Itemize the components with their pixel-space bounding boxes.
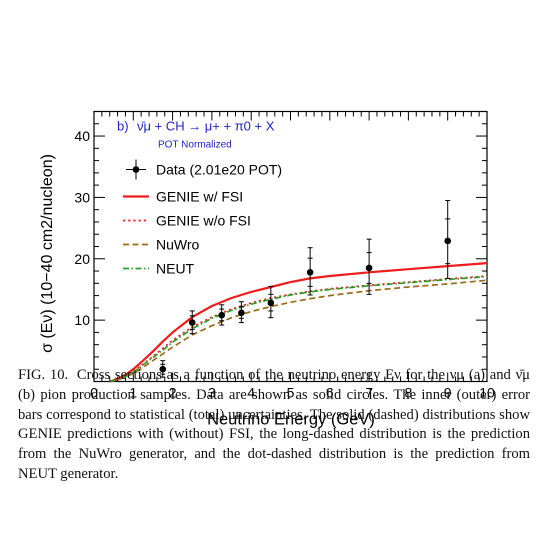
data-point xyxy=(306,268,314,276)
legend: Data (2.01e20 POT) GENIE w/ FSI GENIE w/o … xyxy=(123,159,282,277)
data-point xyxy=(444,237,452,245)
series-line-neut xyxy=(109,275,488,383)
legend-label: Data (2.01e20 POT) xyxy=(156,162,282,178)
figure-caption-label: FIG. 10. xyxy=(18,367,69,383)
x-tick-label: 9 xyxy=(444,385,452,401)
x-tick-label: 2 xyxy=(169,385,177,401)
data-point xyxy=(267,299,275,307)
data-point xyxy=(188,319,196,326)
data-point xyxy=(365,264,373,272)
legend-label: NuWro xyxy=(156,237,200,253)
data-point xyxy=(218,311,226,319)
x-tick-label: 7 xyxy=(365,385,373,401)
figure-caption: FIG. 10. Cross sections as a function of… xyxy=(18,366,530,485)
x-tick-label: 5 xyxy=(287,385,295,401)
panel-label: b) xyxy=(117,119,129,134)
legend-label: NEUT xyxy=(156,261,195,277)
y-tick-label: 30 xyxy=(74,189,90,205)
y-tick-label: 40 xyxy=(74,128,90,144)
x-tick-label: 0 xyxy=(90,385,98,401)
x-axis-label: Neutrino Energy (GeV) xyxy=(207,411,375,429)
y-tick-label: 10 xyxy=(74,312,90,328)
x-tick-label: 6 xyxy=(326,385,334,401)
legend-label: GENIE w/o FSI xyxy=(156,213,251,229)
data-point xyxy=(238,309,245,317)
data-point xyxy=(159,365,167,373)
x-tick-label: 10 xyxy=(479,385,495,401)
series-line-genie-w-fsi xyxy=(109,262,488,383)
y-tick-label: 20 xyxy=(74,251,90,267)
legend-label: GENIE w/ FSI xyxy=(156,189,243,205)
figure-caption-text: Cross sections as a function of the neut… xyxy=(18,367,531,482)
x-tick-label: 3 xyxy=(208,385,216,401)
x-tick-label: 1 xyxy=(129,385,137,401)
x-tick-label: 4 xyxy=(247,385,255,401)
legend-data-marker xyxy=(132,166,140,173)
y-axis-label: σ (Eν) (10−40 cm2/nucleon) xyxy=(39,154,56,353)
reaction-title: ν̄μ + CH → μ+ + π0 + X xyxy=(137,119,275,134)
chart-subtitle: POT Normalized xyxy=(158,140,232,151)
x-tick-label: 8 xyxy=(405,385,413,401)
